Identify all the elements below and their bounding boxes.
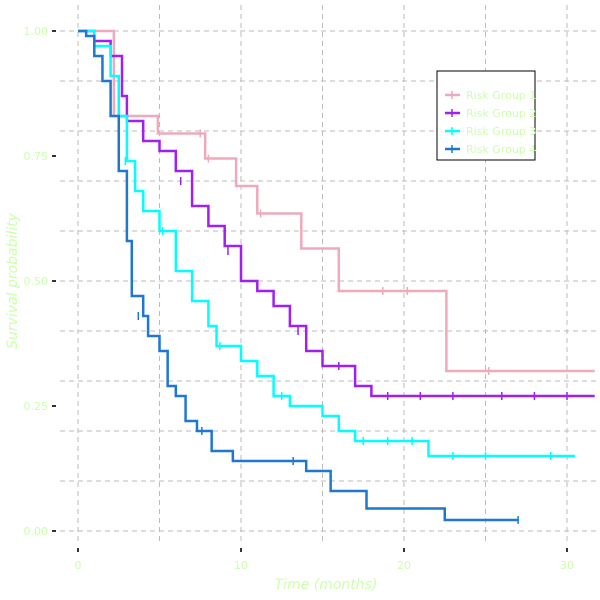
x-tick-label: 10 bbox=[234, 559, 248, 572]
y-tick-mark bbox=[52, 155, 56, 157]
y-tick-label: 0.00 bbox=[24, 525, 49, 538]
x-tick-label: 20 bbox=[397, 559, 411, 572]
legend-label: Risk Group 1 bbox=[466, 89, 536, 102]
legend-label: Risk Group 3 bbox=[466, 125, 536, 138]
survival-curve-group-1 bbox=[78, 29, 595, 373]
x-tick-mark bbox=[566, 548, 568, 552]
y-axis-title: Survival probability bbox=[5, 212, 21, 349]
survival-curves bbox=[78, 29, 595, 524]
x-tick-mark bbox=[240, 548, 242, 552]
legend: Risk Group 1 Risk Group 2 Risk Group 3 Risk… bbox=[436, 70, 536, 161]
y-tick-mark bbox=[52, 405, 56, 407]
y-tick-label: 1.00 bbox=[24, 25, 49, 38]
x-tick-mark bbox=[77, 548, 79, 552]
x-axis-title: Time (months) bbox=[275, 577, 378, 593]
x-tick-label: 0 bbox=[75, 559, 82, 572]
legend-label: Risk Group 4 bbox=[466, 143, 536, 156]
survival-curve-group-2 bbox=[78, 29, 595, 398]
y-tick-mark bbox=[52, 530, 56, 532]
y-tick-mark bbox=[52, 30, 56, 32]
survival-curve-group-3 bbox=[78, 29, 576, 458]
survival-curve-group-4 bbox=[78, 29, 519, 522]
y-tick-mark bbox=[52, 280, 56, 282]
y-tick-label: 0.25 bbox=[24, 400, 49, 413]
x-tick-mark bbox=[403, 548, 405, 552]
y-tick-label: 0.50 bbox=[24, 275, 49, 288]
axis-ticks: 0.00 0.25 0.50 0.75 1.00 0 10 20 30 bbox=[24, 25, 575, 572]
y-tick-label: 0.75 bbox=[24, 150, 49, 163]
x-tick-label: 30 bbox=[560, 559, 574, 572]
legend-label: Risk Group 2 bbox=[466, 107, 536, 120]
